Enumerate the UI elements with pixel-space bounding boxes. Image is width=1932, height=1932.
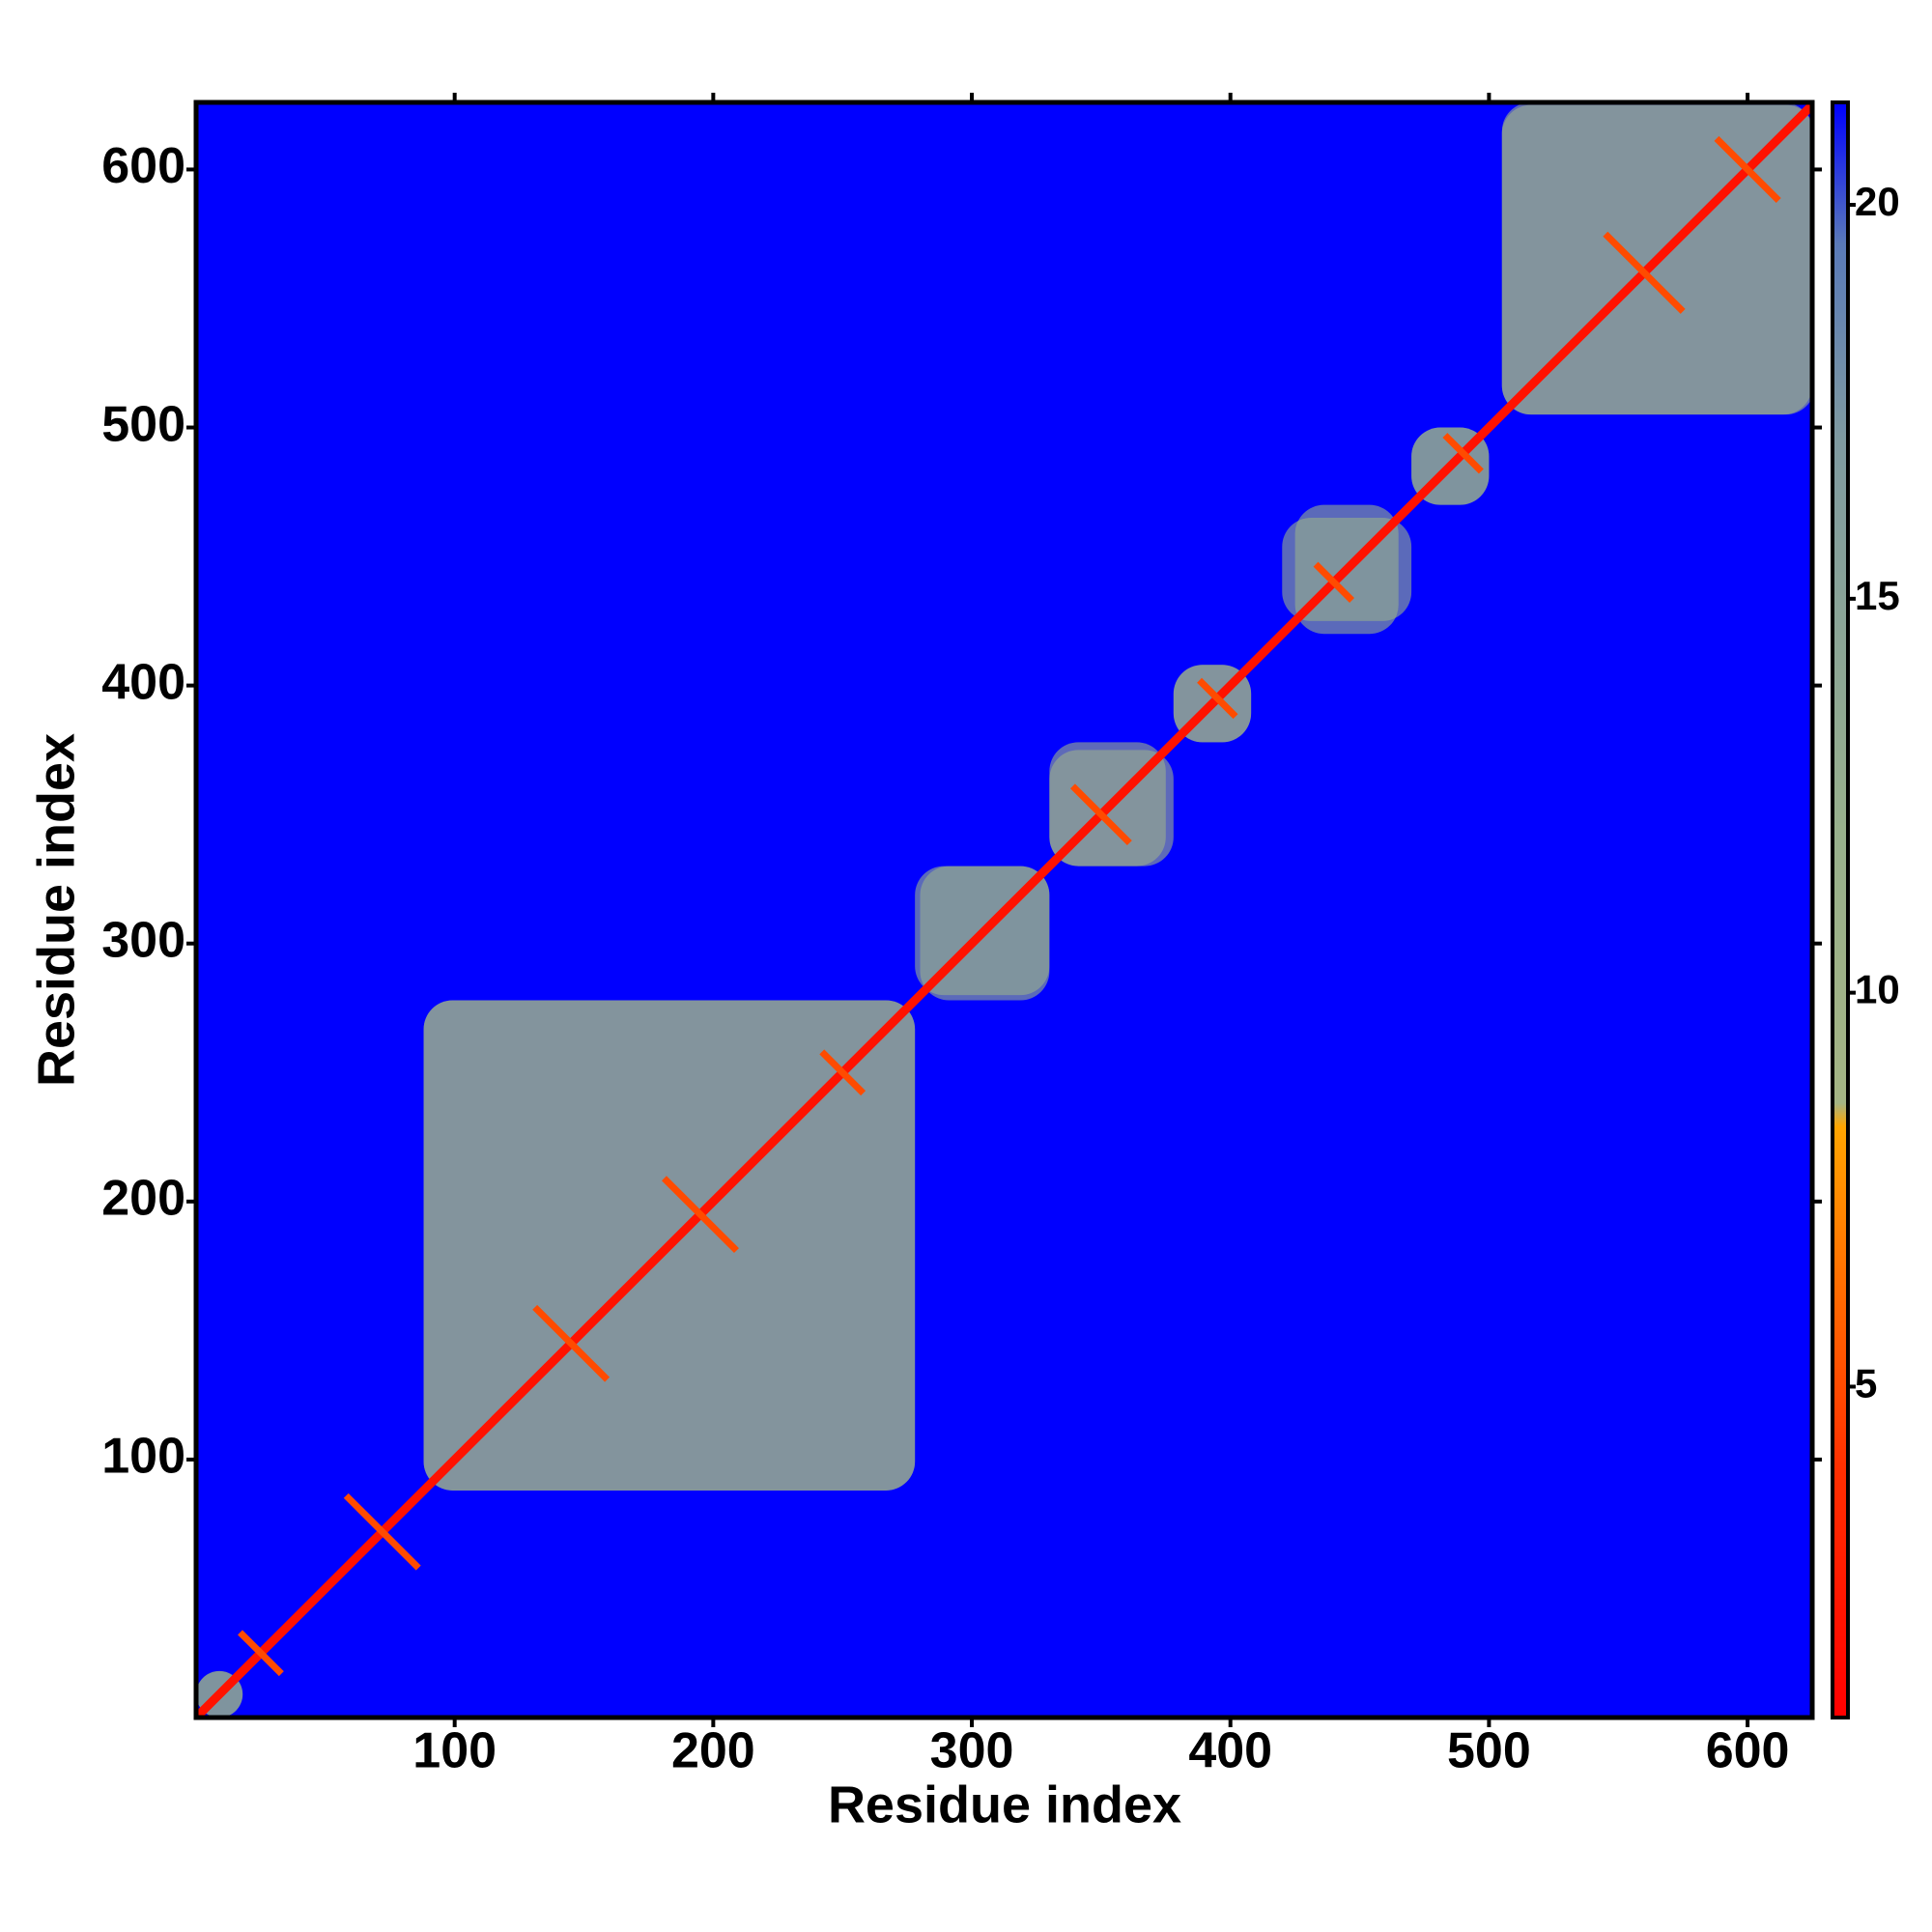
x-axis-label: Residue index bbox=[828, 1776, 1181, 1833]
y-tick-label: 600 bbox=[101, 138, 185, 194]
colorbar-tick-label: 20 bbox=[1855, 179, 1900, 224]
contact-segment bbox=[1442, 433, 1484, 474]
x-tick-label: 300 bbox=[930, 1723, 1014, 1779]
contact-segment bbox=[1197, 677, 1238, 720]
contact-segment bbox=[1069, 783, 1132, 846]
x-tick-label: 100 bbox=[412, 1723, 497, 1779]
y-tick-label: 400 bbox=[101, 654, 185, 710]
x-tick-label: 400 bbox=[1188, 1723, 1272, 1779]
plot-area bbox=[196, 102, 1812, 1718]
plot-frame bbox=[193, 99, 1815, 1720]
diagonal bbox=[196, 102, 1812, 1718]
y-tick-label: 100 bbox=[101, 1429, 185, 1485]
y-tick-label: 300 bbox=[101, 912, 185, 968]
contact-segment bbox=[532, 1304, 611, 1382]
contact-segment bbox=[819, 1049, 867, 1096]
colorbar-tick-label: 15 bbox=[1855, 573, 1900, 618]
contact-segment bbox=[238, 1630, 284, 1677]
x-tick-label: 200 bbox=[671, 1723, 755, 1779]
contact-segment bbox=[662, 1176, 739, 1254]
colorbar-tick-label: 10 bbox=[1855, 967, 1900, 1012]
contact-segment bbox=[1714, 135, 1781, 203]
contact-segment bbox=[343, 1492, 421, 1571]
y-axis-label: Residue index bbox=[27, 733, 85, 1087]
colorbar bbox=[1831, 100, 1850, 1719]
x-tick-label: 600 bbox=[1706, 1723, 1790, 1779]
x-tick-label: 500 bbox=[1447, 1723, 1531, 1779]
contact-segment bbox=[1603, 231, 1686, 314]
colorbar-tick-label: 5 bbox=[1855, 1361, 1877, 1406]
y-tick-label: 200 bbox=[101, 1171, 185, 1227]
y-tick-label: 500 bbox=[101, 396, 185, 452]
contact-segment bbox=[1313, 561, 1355, 603]
